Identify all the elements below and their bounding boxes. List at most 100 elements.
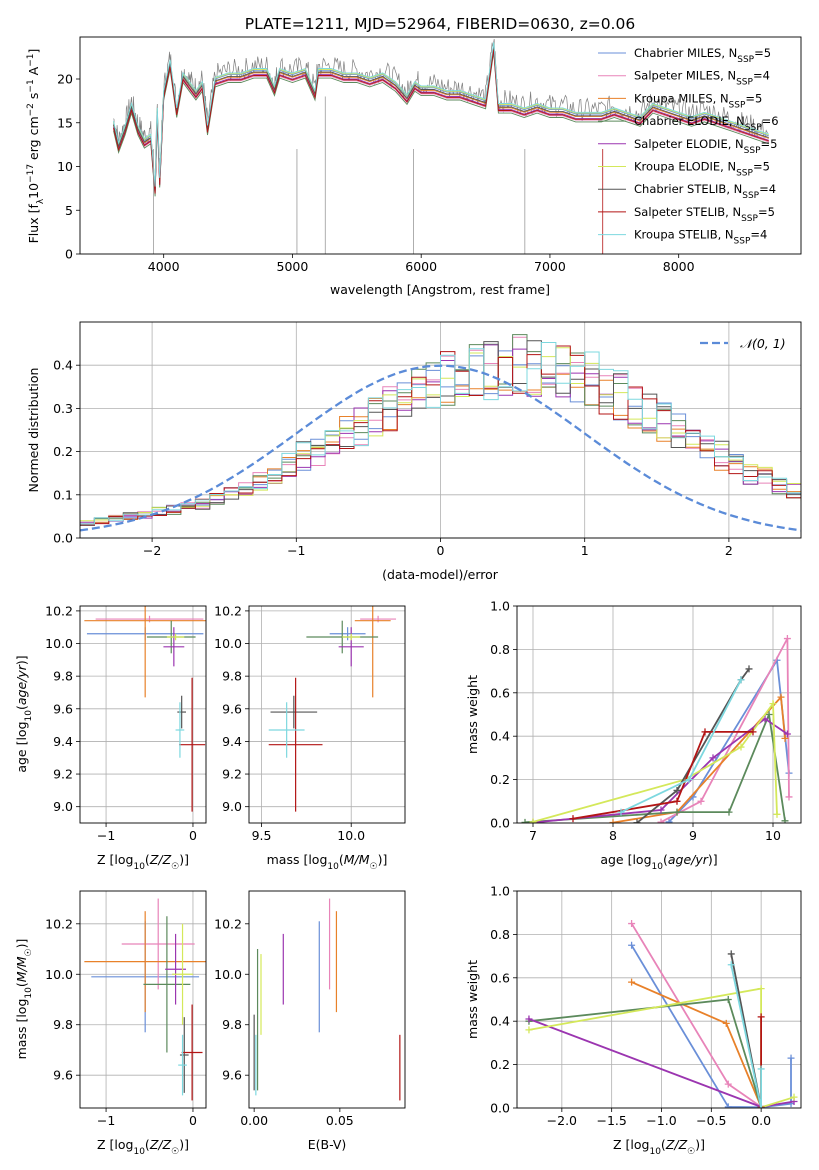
y-tick-label: 15 <box>57 115 73 130</box>
weight-marker <box>749 728 757 736</box>
x-tick-label: 0.00 <box>240 1113 268 1128</box>
histogram-step <box>80 344 801 523</box>
spectrum-model-line <box>113 42 769 187</box>
plot-area <box>113 39 769 254</box>
weight-marker <box>701 728 709 736</box>
legend-label: Salpeter STELIB, NSSP=5 <box>634 205 775 224</box>
x-tick-label: −2 <box>143 543 161 558</box>
errorbar-point <box>177 695 187 729</box>
y-tick-label: 10.0 <box>214 636 242 651</box>
y-tick-label: 9.8 <box>53 1017 73 1032</box>
weight-marker <box>783 635 791 643</box>
mass-vs-EBV-panel: 0.00 0.05 9.6 9.8 10.0 10.2 E(B-V) <box>214 890 406 1152</box>
y-tick-label: 0.3 <box>53 401 73 416</box>
weight-marker <box>617 808 625 816</box>
y-tick-label: 1.0 <box>490 599 510 614</box>
weight-vs-Z-panel: −2.0 −1.5 −1.0 −0.5 0.0 0.0 0.2 0.4 0.6 0.8 1.0 Z [… <box>465 884 802 1157</box>
x-tick-label: 9 <box>689 828 697 843</box>
x-tick-label: 9.5 <box>252 828 272 843</box>
weight-marker <box>785 793 793 801</box>
weight-series <box>617 676 745 816</box>
plot-area <box>253 898 401 1101</box>
x-tick-label: −1 <box>97 828 115 843</box>
y-tick-label: 9.4 <box>222 734 242 749</box>
mass-vs-Z-panel: −1 0 9.6 9.8 10.0 10.2 Z [log10(Z/Z☉)] mass [lo… <box>14 890 207 1157</box>
plot-area <box>84 606 206 812</box>
x-axis-label: E(B-V) <box>308 1137 347 1152</box>
plot-area <box>521 635 793 823</box>
x-tick-label: 6000 <box>405 259 437 274</box>
weight-series <box>529 715 791 823</box>
x-tick-label: 0 <box>437 543 445 558</box>
spectrum-model-line <box>113 49 769 194</box>
histogram-step <box>80 350 801 525</box>
weight-marker <box>628 941 636 949</box>
x-tick-label: −1.0 <box>646 1113 676 1128</box>
x-axis-label: age [log10(age/yr)] <box>600 852 717 872</box>
x-tick-label: −1.5 <box>596 1113 626 1128</box>
x-tick-label: −2.0 <box>547 1113 577 1128</box>
y-tick-label: 9.6 <box>53 701 73 716</box>
legend-label: Chabrier ELODIE, NSSP=6 <box>634 114 779 133</box>
weight-marker <box>525 1026 533 1034</box>
weight-marker <box>783 730 791 738</box>
errorbar-point <box>268 677 323 812</box>
weight-line <box>730 964 762 1108</box>
y-tick-label: 9.6 <box>222 701 242 716</box>
weight-marker <box>757 1013 765 1021</box>
weight-marker <box>790 1093 798 1101</box>
x-axis-label: (data-model)/error <box>382 567 499 582</box>
y-tick-label: 0.2 <box>490 772 510 787</box>
weight-vs-age-panel: 7 8 9 10 0.0 0.2 0.4 0.6 0.8 1.0 age [log10(age/yr… <box>465 599 802 872</box>
axes-frame <box>516 605 802 824</box>
weight-marker <box>685 776 693 784</box>
legend-label: 𝒩(0, 1) <box>740 336 786 351</box>
x-axis-label: mass [log10(M/M☉)] <box>267 852 388 872</box>
errorbar-point <box>84 606 206 698</box>
errorbar-point <box>342 633 361 641</box>
errorbar-point <box>178 1034 187 1096</box>
legend-label: Chabrier MILES, NSSP=5 <box>634 46 771 65</box>
y-tick-label: 10 <box>57 159 73 174</box>
y-tick-label: 10.2 <box>214 916 242 931</box>
weight-marker <box>737 676 745 684</box>
x-tick-label: 8000 <box>663 259 695 274</box>
y-tick-label: 9.4 <box>53 734 73 749</box>
spectrum-panel: 4000 5000 6000 7000 8000 0 5 10 15 20 Chabrier MIL… <box>26 36 802 297</box>
x-tick-label: 5000 <box>277 259 309 274</box>
plot-area <box>268 606 397 812</box>
errorbar-point <box>166 633 185 641</box>
legend-label: Kroupa STELIB, NSSP=4 <box>634 228 767 247</box>
x-axis-label: Z [log10(Z/Z☉)] <box>97 1137 189 1157</box>
x-tick-label: 4000 <box>148 259 180 274</box>
age-vs-mass-panel: 9.5 10.0 9.0 9.2 9.4 9.6 9.8 10.0 10.2 mass [log1… <box>214 603 406 872</box>
errorbar-point <box>181 1004 203 1101</box>
x-tick-label: 7 <box>529 828 537 843</box>
weight-marker <box>657 818 665 823</box>
weight-marker <box>628 978 636 986</box>
residuals-panel: −2 −1 0 1 2 0.0 0.1 0.2 0.3 0.4 𝒩(0, 1) (data-model… <box>26 321 802 582</box>
y-axis-label: Normed distribution <box>26 368 41 493</box>
errorbar-point <box>270 695 318 729</box>
weight-marker <box>673 797 681 805</box>
errorbar-point <box>268 702 305 758</box>
weight-marker <box>727 950 735 958</box>
y-tick-label: 9.0 <box>53 799 73 814</box>
x-axis-label: Z [log10(Z/Z☉)] <box>613 1137 705 1157</box>
y-axis-label: mass weight <box>465 675 480 754</box>
weight-marker <box>724 996 732 1003</box>
x-tick-label: 0 <box>189 828 197 843</box>
histogram-step <box>80 347 801 522</box>
weight-marker <box>673 786 681 794</box>
x-tick-label: −1 <box>97 1113 115 1128</box>
spectrum-model-line <box>113 45 769 191</box>
y-tick-label: 0.6 <box>490 970 510 985</box>
axes-frame <box>248 605 406 824</box>
weight-marker <box>757 1104 765 1108</box>
y-tick-label: 0 <box>65 247 73 262</box>
weight-marker <box>757 985 765 993</box>
legend-label: Salpeter ELODIE, NSSP=5 <box>634 137 777 156</box>
y-tick-label: 0.4 <box>490 1014 510 1029</box>
weight-marker <box>724 1103 732 1108</box>
errorbar-point <box>179 677 206 812</box>
